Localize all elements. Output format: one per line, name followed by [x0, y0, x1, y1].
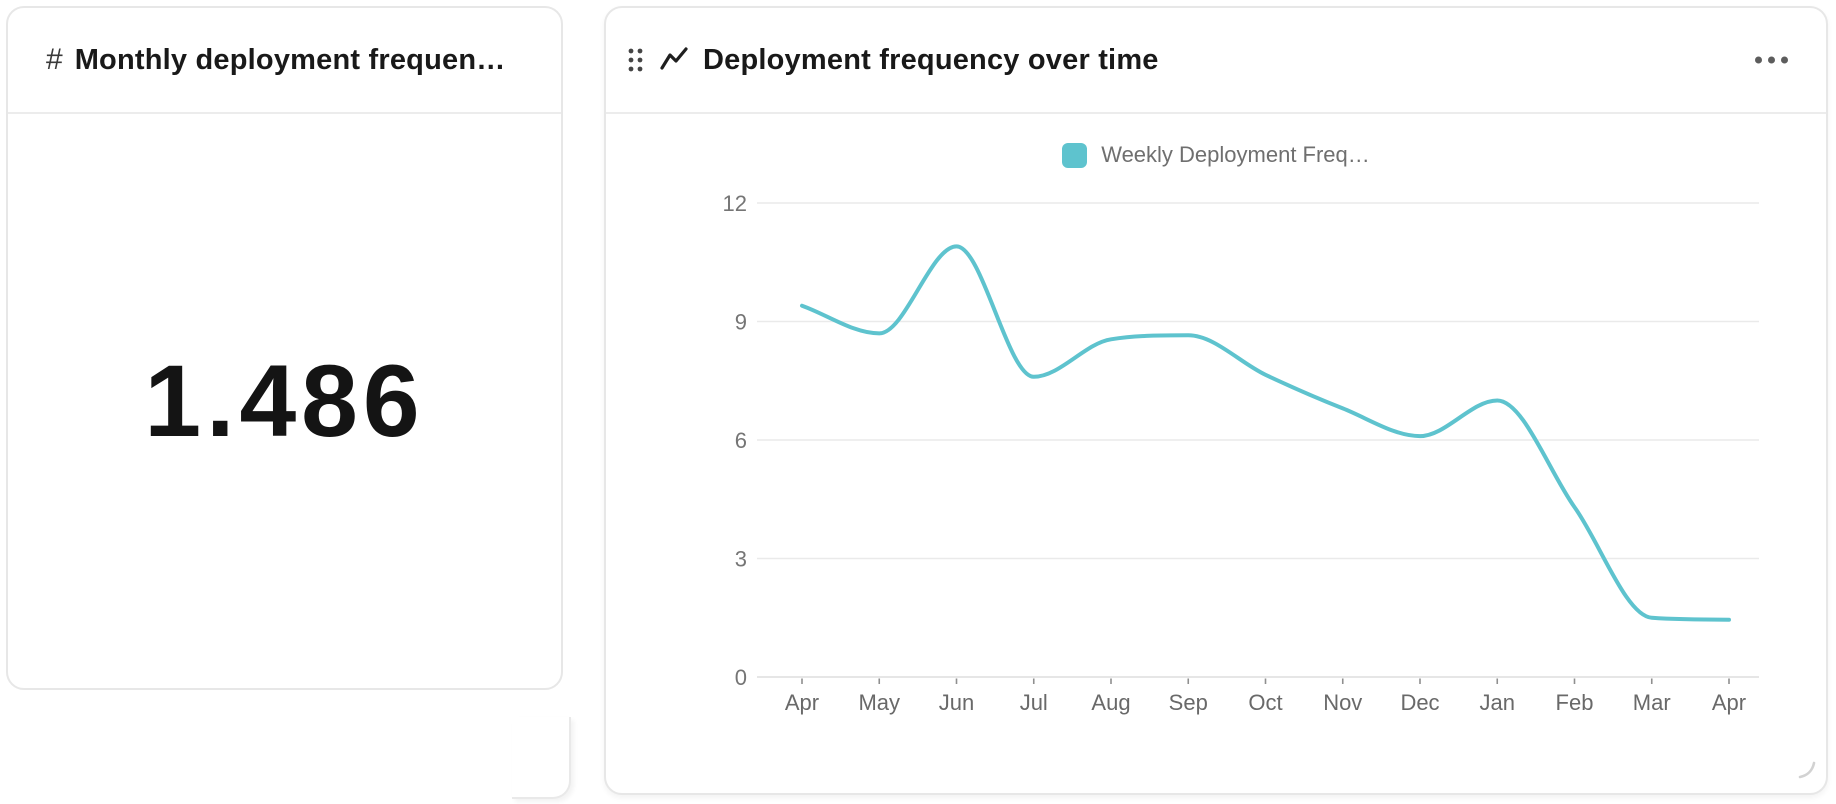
chart-legend[interactable]: Weekly Deployment Freq… — [606, 142, 1826, 168]
chart-area: 0 3 6 9 12 Apr May Jun Jul Aug Sep Oct Nov Dec Jan Feb M… — [606, 114, 1826, 793]
deployment-frequency-line — [800, 244, 1731, 622]
y-axis-label: 9 — [735, 310, 747, 335]
metric-card: # Monthly deployment frequen… 1.486 — [6, 6, 563, 690]
chart-card: Deployment frequency over time 0 3 6 9 12 Apr… — [604, 6, 1828, 795]
x-axis-label: Mar — [1633, 690, 1671, 715]
x-axis-label: Jun — [939, 690, 974, 715]
metric-card-body: 1.486 — [8, 114, 561, 688]
y-axis-label: 3 — [735, 547, 747, 572]
y-axis-label: 6 — [735, 428, 747, 453]
x-axis-label: Dec — [1400, 690, 1439, 715]
x-axis-label: Jul — [1020, 690, 1048, 715]
line-chart-icon — [657, 44, 691, 76]
x-axis-label: Feb — [1556, 690, 1594, 715]
legend-swatch — [1062, 142, 1088, 168]
legend-label: Weekly Deployment Freq… — [1101, 142, 1370, 167]
metric-card-title: Monthly deployment frequen… — [74, 43, 506, 76]
drag-handle-icon[interactable] — [626, 45, 645, 75]
deployment-line-chart: 0 3 6 9 12 Apr May Jun Jul Aug Sep Oct Nov Dec Jan Feb M… — [723, 191, 1759, 715]
x-axis-label: Jan — [1480, 690, 1515, 715]
x-axis-label: Sep — [1169, 690, 1208, 715]
metric-value: 1.486 — [144, 343, 425, 458]
chart-card-title: Deployment frequency over time — [703, 43, 1159, 76]
resize-handle[interactable] — [1797, 760, 1817, 785]
y-axis-label: 12 — [723, 191, 747, 216]
x-axis-label: Oct — [1248, 690, 1282, 715]
partial-card-corner — [512, 717, 571, 799]
metric-card-header: # Monthly deployment frequen… — [8, 8, 561, 114]
x-axis-label: Apr — [785, 690, 819, 715]
x-axis-label: Nov — [1323, 690, 1362, 715]
y-axis-label: 0 — [735, 665, 747, 690]
number-hash-icon: # — [46, 43, 63, 76]
x-axis-label: Apr — [1712, 690, 1746, 715]
chart-card-header: Deployment frequency over time — [606, 8, 1826, 114]
kebab-icon — [1755, 56, 1762, 64]
more-menu-button[interactable] — [1751, 49, 1792, 72]
x-axis-label: Aug — [1091, 690, 1130, 715]
x-axis-label: May — [858, 690, 900, 715]
